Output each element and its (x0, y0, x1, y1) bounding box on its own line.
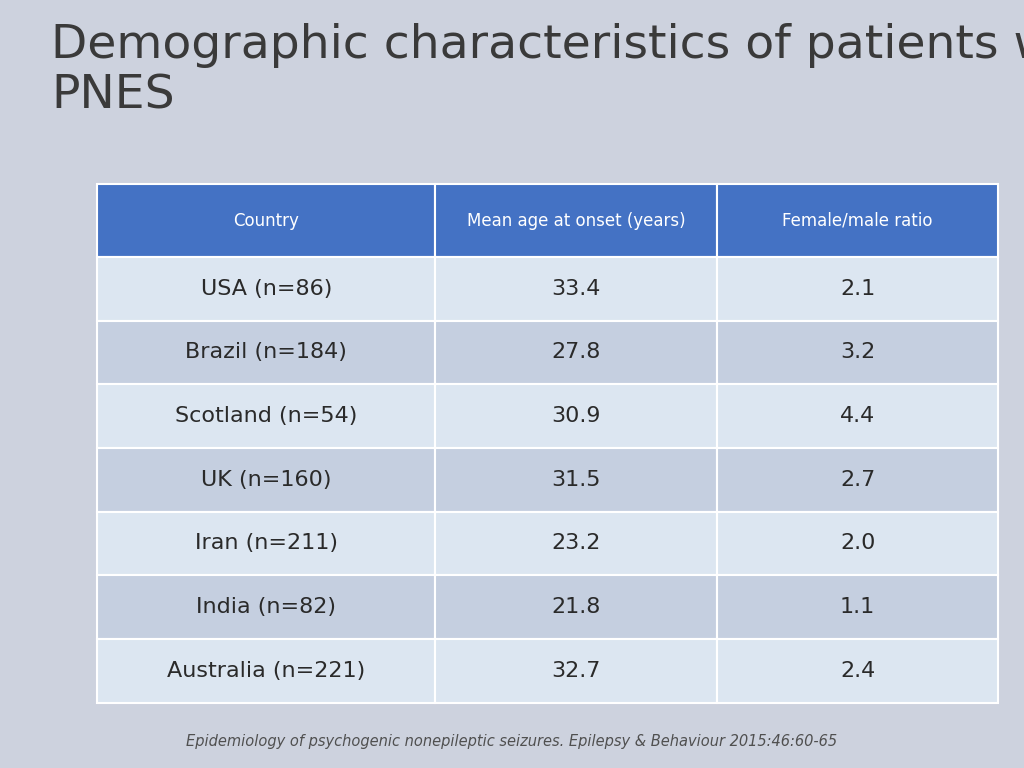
Bar (717, 575, 998, 639)
Text: USA (n=86): USA (n=86) (201, 279, 332, 299)
Bar (717, 511, 998, 575)
Text: 21.8: 21.8 (551, 598, 601, 617)
Text: Australia (n=221): Australia (n=221) (167, 661, 366, 681)
Bar (97, 575, 435, 639)
Text: UK (n=160): UK (n=160) (201, 470, 332, 490)
Bar (717, 257, 998, 320)
Bar (717, 384, 998, 448)
Text: 23.2: 23.2 (551, 534, 601, 554)
Bar (435, 448, 717, 511)
Text: 4.4: 4.4 (840, 406, 876, 426)
Text: Demographic characteristics of patients with
PNES: Demographic characteristics of patients … (51, 23, 1024, 118)
Text: Scotland (n=54): Scotland (n=54) (175, 406, 357, 426)
Bar (435, 257, 717, 320)
Text: 3.2: 3.2 (840, 343, 876, 362)
Text: Country: Country (233, 212, 299, 230)
Bar (717, 639, 998, 703)
Bar (435, 320, 717, 384)
Text: 2.0: 2.0 (840, 534, 876, 554)
Text: 32.7: 32.7 (551, 661, 601, 681)
Bar (717, 448, 998, 511)
Bar (97, 257, 435, 320)
Text: Mean age at onset (years): Mean age at onset (years) (467, 212, 685, 230)
Text: Female/male ratio: Female/male ratio (782, 212, 933, 230)
Text: Iran (n=211): Iran (n=211) (195, 534, 338, 554)
Bar (97, 320, 435, 384)
Bar (97, 384, 435, 448)
Bar (435, 575, 717, 639)
Bar (435, 639, 717, 703)
Bar (97, 448, 435, 511)
Text: 2.7: 2.7 (840, 470, 876, 490)
Text: 31.5: 31.5 (551, 470, 601, 490)
Text: Epidemiology of psychogenic nonepileptic seizures. Epilepsy & Behaviour 2015:46:: Epidemiology of psychogenic nonepileptic… (186, 733, 838, 749)
Bar (435, 184, 717, 257)
Text: 1.1: 1.1 (840, 598, 876, 617)
Bar (97, 511, 435, 575)
Bar (435, 384, 717, 448)
Text: 2.4: 2.4 (840, 661, 876, 681)
Text: 2.1: 2.1 (840, 279, 876, 299)
Text: 30.9: 30.9 (551, 406, 601, 426)
Bar (717, 320, 998, 384)
Text: India (n=82): India (n=82) (197, 598, 336, 617)
Text: 27.8: 27.8 (551, 343, 601, 362)
Text: Brazil (n=184): Brazil (n=184) (185, 343, 347, 362)
Bar (717, 184, 998, 257)
Bar (435, 511, 717, 575)
Text: 33.4: 33.4 (551, 279, 601, 299)
Bar (97, 184, 435, 257)
Bar (97, 639, 435, 703)
